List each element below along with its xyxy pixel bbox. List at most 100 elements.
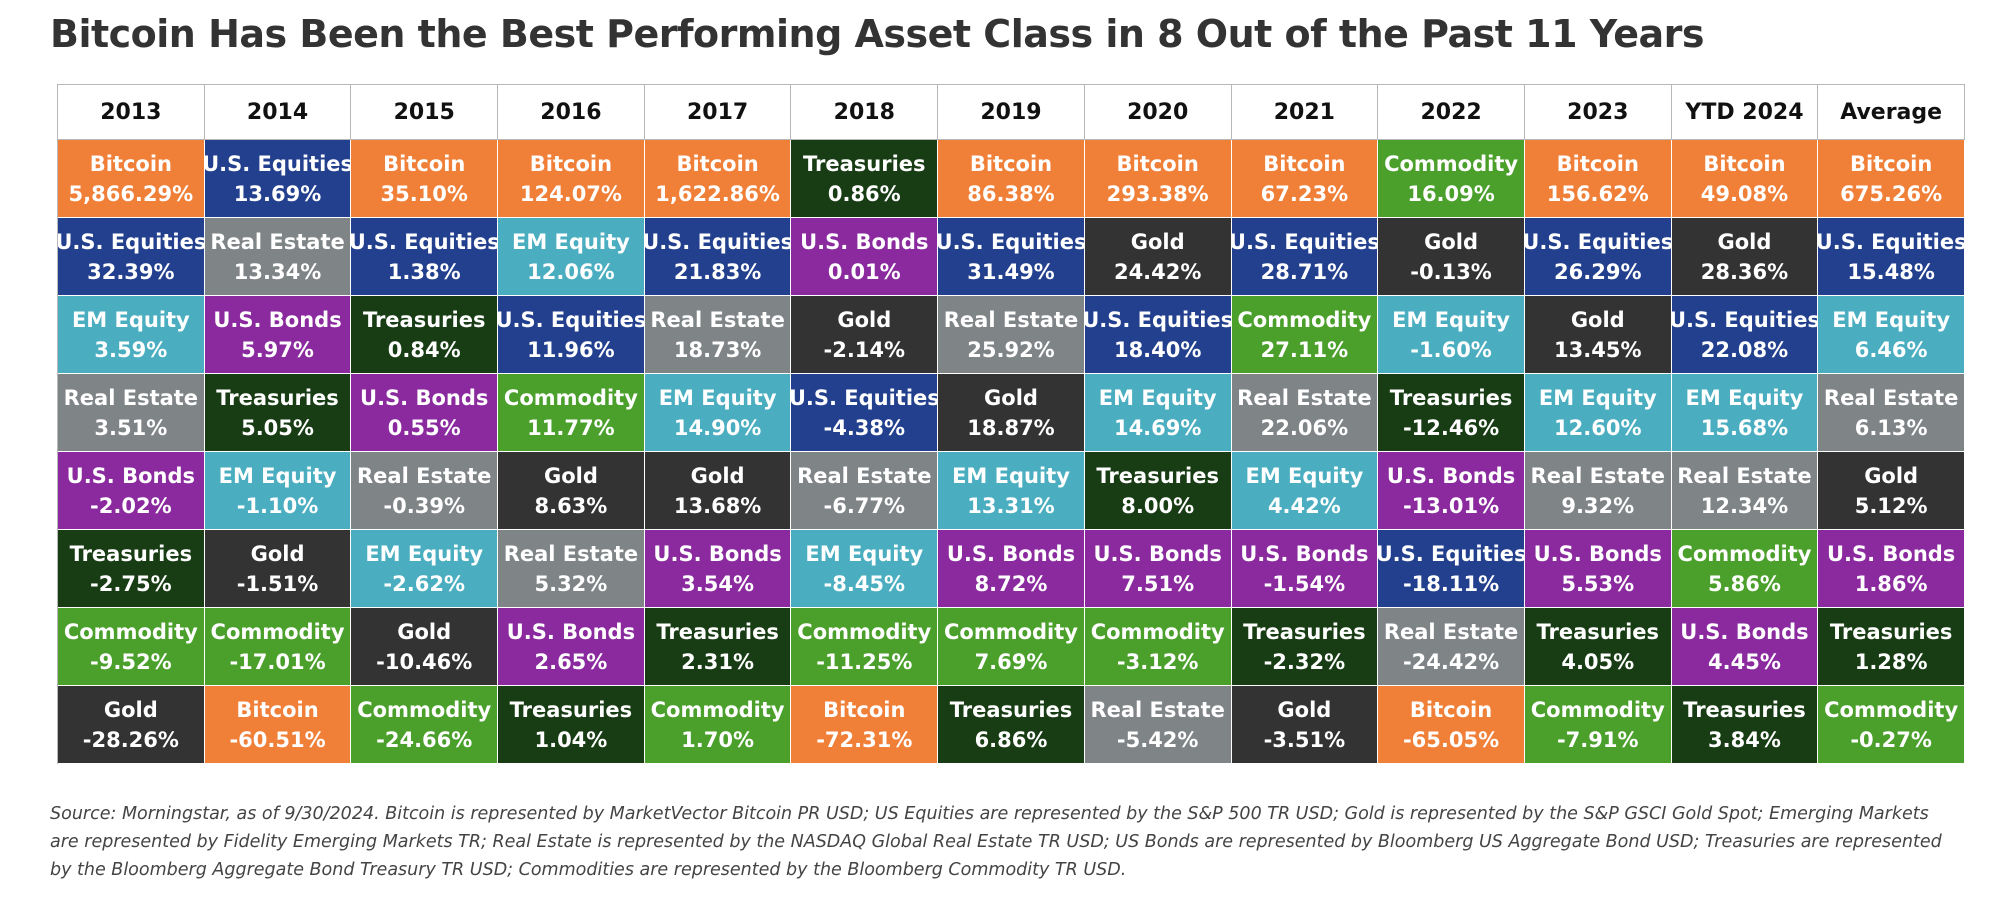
- asset-return: -65.05%: [1402, 727, 1500, 752]
- asset-name: Commodity: [210, 619, 345, 644]
- asset-name: Commodity: [503, 385, 638, 410]
- asset-return: 1,622.86%: [655, 181, 780, 206]
- asset-cell: Commodity 11.77%: [498, 374, 645, 452]
- asset-cell: Real Estate -5.42%: [1084, 686, 1232, 764]
- asset-name: Commodity: [650, 697, 785, 722]
- asset-name: Commodity: [1237, 307, 1372, 332]
- asset-cell: EM Equity 12.06%: [498, 218, 645, 296]
- asset-return: 4.45%: [1708, 649, 1781, 674]
- asset-cell: Real Estate 18.73%: [644, 296, 792, 374]
- asset-return: 5.32%: [534, 571, 608, 596]
- asset-cell: Real Estate 13.34%: [204, 218, 352, 296]
- asset-cell: Commodity 5.86%: [1671, 530, 1819, 608]
- asset-name: Bitcoin: [529, 151, 613, 176]
- asset-return: 14.90%: [673, 415, 762, 440]
- asset-cell: U.S. Bonds 3.54%: [644, 530, 792, 608]
- asset-cell: U.S. Bonds 5.53%: [1524, 530, 1672, 608]
- asset-name: Gold: [397, 619, 452, 644]
- asset-cell: Commodity -0.27%: [1818, 686, 1965, 764]
- asset-name: Bitcoin: [676, 151, 759, 176]
- asset-return: 18.73%: [673, 337, 762, 362]
- asset-cell: Treasuries -12.46%: [1378, 374, 1525, 452]
- asset-return: 8.00%: [1121, 493, 1195, 518]
- asset-cell: Treasuries 4.05%: [1524, 608, 1672, 686]
- asset-cell: Real Estate 22.06%: [1231, 374, 1379, 452]
- asset-name: Commodity: [1824, 697, 1959, 722]
- asset-cell: EM Equity 4.42%: [1231, 452, 1379, 530]
- asset-return: -7.91%: [1556, 727, 1639, 752]
- asset-name: Bitcoin: [969, 151, 1053, 176]
- asset-name: U.S. Bonds: [1240, 541, 1369, 566]
- asset-cell: EM Equity 6.46%: [1818, 296, 1965, 374]
- asset-name: U.S. Equities: [1231, 229, 1379, 254]
- asset-cell: Bitcoin 5,866.29%: [58, 140, 205, 218]
- asset-name: U.S. Bonds: [213, 307, 342, 332]
- asset-return: -11.25%: [816, 649, 913, 674]
- asset-name: U.S. Equities: [1084, 307, 1232, 332]
- asset-cell: Real Estate 3.51%: [58, 374, 205, 452]
- asset-return: 12.60%: [1554, 415, 1642, 440]
- asset-return: 16.09%: [1407, 181, 1495, 206]
- asset-name: EM Equity: [365, 541, 484, 566]
- asset-cell: Bitcoin -65.05%: [1378, 686, 1525, 764]
- column-header: Average: [1818, 85, 1965, 140]
- asset-return: 21.83%: [673, 259, 762, 284]
- asset-return: -0.27%: [1850, 727, 1932, 752]
- asset-return: -18.11%: [1402, 571, 1500, 596]
- asset-name: Gold: [690, 463, 745, 488]
- asset-cell: Treasuries 0.84%: [351, 296, 499, 374]
- asset-return: 26.29%: [1554, 259, 1642, 284]
- asset-cell: U.S. Equities 22.08%: [1671, 296, 1819, 374]
- asset-name: U.S. Equities: [644, 229, 792, 254]
- asset-return: 11.96%: [527, 337, 615, 362]
- asset-return: 18.40%: [1113, 337, 1202, 362]
- asset-return: 0.01%: [827, 259, 901, 284]
- asset-cell: EM Equity 13.31%: [938, 452, 1085, 530]
- asset-return: 6.13%: [1854, 415, 1928, 440]
- asset-name: Bitcoin: [236, 697, 319, 722]
- asset-return: 7.51%: [1121, 571, 1195, 596]
- asset-name: Treasuries: [69, 541, 193, 566]
- asset-name: Real Estate: [1677, 463, 1812, 488]
- asset-name: Real Estate: [210, 229, 345, 254]
- asset-name: U.S. Bonds: [1533, 541, 1662, 566]
- asset-cell: Commodity -17.01%: [204, 608, 352, 686]
- asset-return: -2.02%: [90, 493, 172, 518]
- asset-cell: Gold 13.45%: [1524, 296, 1672, 374]
- asset-name: EM Equity: [1245, 463, 1364, 488]
- asset-name: EM Equity: [512, 229, 630, 254]
- asset-cell: Real Estate -6.77%: [791, 452, 939, 530]
- asset-cell: EM Equity -1.60%: [1378, 296, 1525, 374]
- asset-cell: U.S. Equities 15.48%: [1818, 218, 1965, 296]
- asset-name: Real Estate: [1237, 385, 1372, 410]
- asset-cell: EM Equity 14.90%: [644, 374, 792, 452]
- asset-cell: Bitcoin 124.07%: [498, 140, 645, 218]
- column-header: 2022: [1378, 85, 1525, 140]
- asset-return: -0.39%: [383, 493, 465, 518]
- asset-return: 156.62%: [1546, 181, 1649, 206]
- asset-cell: U.S. Bonds 8.72%: [938, 530, 1085, 608]
- column-header: YTD 2024: [1671, 85, 1819, 140]
- asset-return: 1.38%: [387, 259, 461, 284]
- asset-name: Gold: [250, 541, 305, 566]
- asset-cell: Real Estate 5.32%: [498, 530, 645, 608]
- asset-cell: Commodity -11.25%: [791, 608, 939, 686]
- asset-name: U.S. Equities: [1671, 307, 1819, 332]
- asset-cell: Gold 13.68%: [644, 452, 792, 530]
- asset-name: Gold: [984, 385, 1038, 410]
- asset-return: 2.65%: [534, 649, 608, 674]
- asset-cell: Commodity 7.69%: [938, 608, 1085, 686]
- asset-name: Bitcoin: [1116, 151, 1199, 176]
- asset-name: Bitcoin: [89, 151, 172, 176]
- asset-name: EM Equity: [1392, 307, 1510, 332]
- asset-cell: Bitcoin -60.51%: [204, 686, 352, 764]
- asset-cell: U.S. Equities 13.69%: [204, 140, 352, 218]
- asset-name: U.S. Bonds: [66, 463, 196, 488]
- asset-name: U.S. Equities: [1378, 541, 1525, 566]
- asset-cell: U.S. Equities -18.11%: [1378, 530, 1525, 608]
- asset-return: -17.01%: [229, 649, 326, 674]
- asset-return: 5,866.29%: [68, 181, 194, 206]
- asset-name: U.S. Bonds: [506, 619, 636, 644]
- asset-name: Gold: [103, 697, 158, 722]
- asset-name: Treasuries: [656, 619, 779, 644]
